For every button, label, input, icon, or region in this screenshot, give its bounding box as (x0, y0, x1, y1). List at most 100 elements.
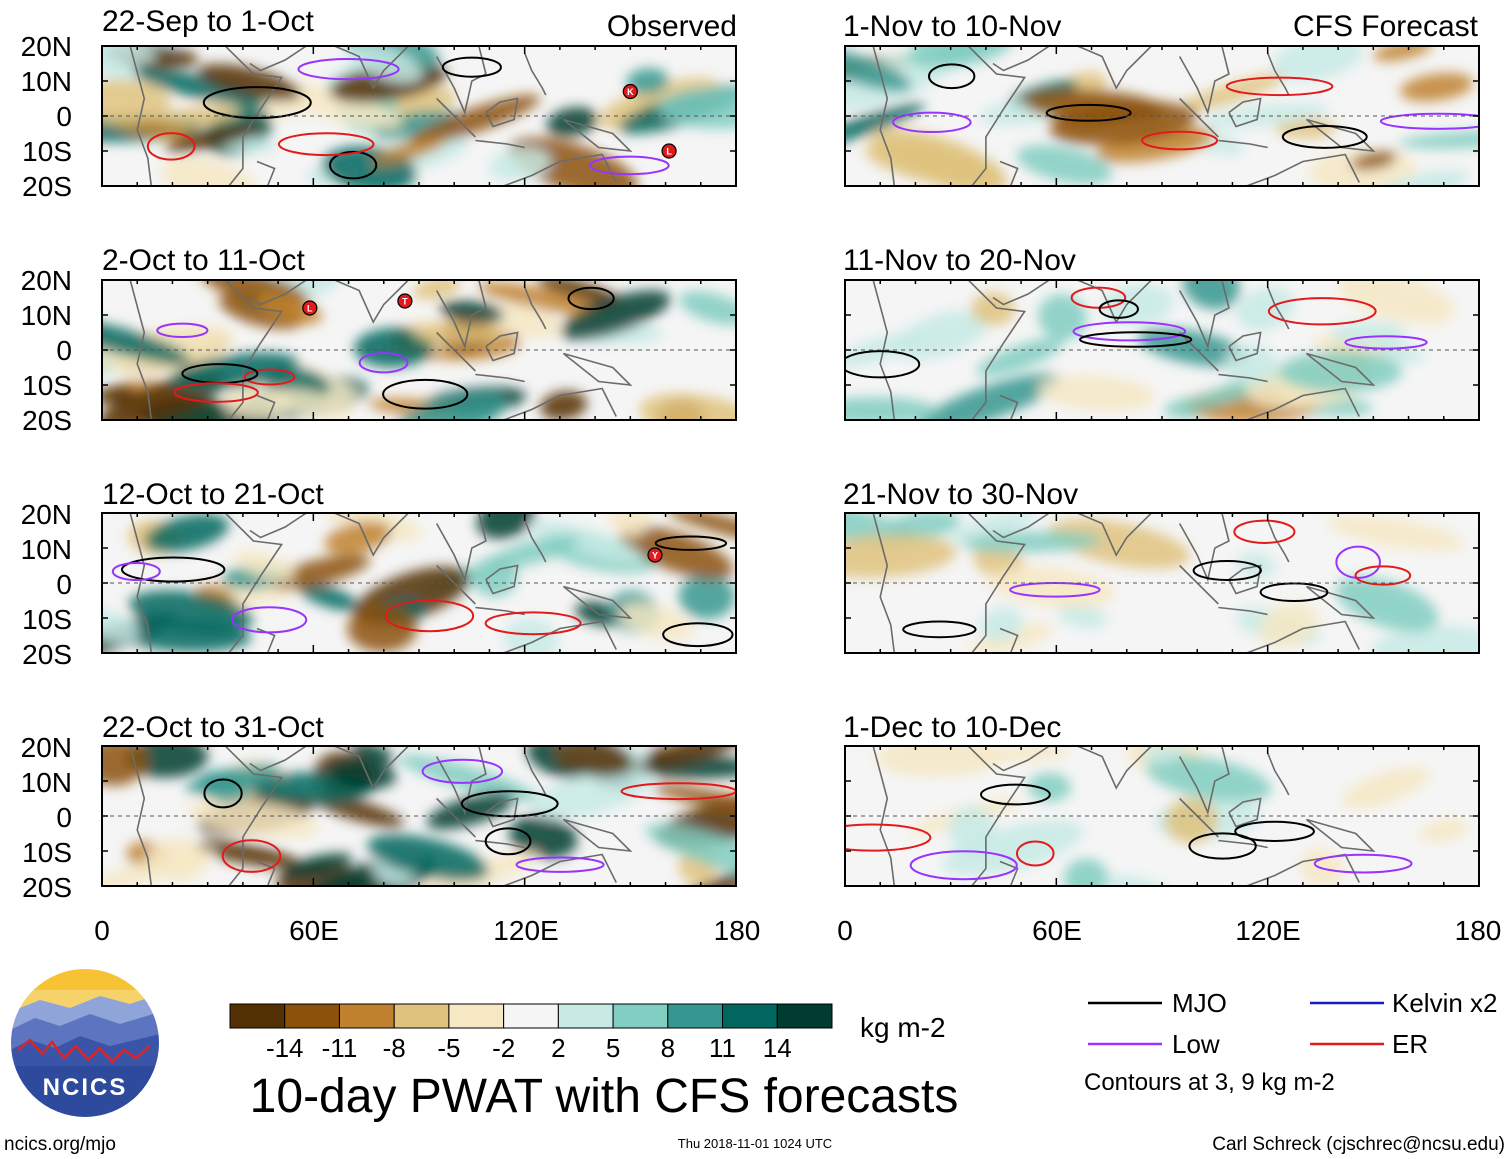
y-tick-label: 20N (21, 31, 72, 62)
tropical-cyclone-marker: K (622, 83, 638, 100)
x-tick-label: 0 (94, 915, 110, 946)
y-axis-labels: 20N 10N 0 10S 20S 20N 10N 0 10S 20S 20N … (21, 31, 72, 903)
tropical-cyclone-marker: Y (647, 547, 663, 563)
y-tick-label: 20N (21, 265, 72, 296)
colorbar-swatch (284, 1003, 340, 1029)
colorbar-swatch (503, 1003, 559, 1029)
legend-label-mjo: MJO (1172, 988, 1227, 1018)
colorbar-swatch (338, 1003, 395, 1029)
storm-label: T (402, 297, 408, 307)
storm-label: L (666, 147, 672, 157)
colorbar-swatch (448, 1003, 505, 1029)
panel-forecast-2 (844, 279, 1480, 421)
y-tick-label: 20S (22, 405, 72, 436)
panel-title-right-1: 1-Nov to 10-Nov (843, 10, 1061, 43)
panel-title-left-3: 12-Oct to 21-Oct (102, 478, 324, 511)
panel-title-right-4: 1-Dec to 10-Dec (843, 711, 1061, 744)
tropical-cyclone-marker: L (661, 143, 677, 159)
panel-observed-1: KL (101, 45, 737, 187)
pwat-field (102, 46, 736, 186)
colorbar-swatch (776, 1003, 833, 1029)
legend-label-kelvin: Kelvin x2 (1392, 988, 1498, 1018)
axis-ticks (844, 512, 1480, 654)
wave-contours (845, 783, 1413, 881)
panel-title-left-2: 2-Oct to 11-Oct (102, 244, 306, 277)
panel-forecast-4 (844, 745, 1480, 887)
wave-contours (146, 56, 670, 180)
y-tick-label: 10S (22, 370, 72, 401)
pwat-field (845, 46, 1479, 186)
y-tick-label: 0 (56, 802, 72, 833)
y-tick-label: 10S (22, 604, 72, 635)
y-tick-label: 20S (22, 872, 72, 903)
panel-observed-4 (101, 745, 737, 887)
y-tick-label: 20S (22, 171, 72, 202)
panel-title-right-2: 11-Nov to 20-Nov (843, 244, 1076, 277)
colorbar-swatch (229, 1003, 286, 1029)
wave-contours (111, 535, 734, 648)
colorbar-tick-label: 11 (709, 1033, 736, 1063)
pwat-field (102, 746, 736, 886)
column-label-forecast: CFS Forecast (1293, 10, 1479, 43)
contour-legend: MJO Kelvin x2 Low ER Contours at 3, 9 kg… (1084, 988, 1498, 1096)
coastlines (129, 513, 633, 653)
colorbar: -14 -11 -8 -5 -2 2 5 8 11 14 (229, 1003, 833, 1063)
y-tick-label: 10N (21, 767, 72, 798)
y-tick-label: 20N (21, 732, 72, 763)
legend-label-low: Low (1172, 1029, 1220, 1059)
y-tick-label: 10N (21, 300, 72, 331)
coastlines (872, 513, 1376, 653)
axis-ticks (101, 279, 737, 421)
pwat-field (845, 513, 1479, 653)
colorbar-tick-label: 8 (661, 1033, 675, 1063)
pwat-field (102, 513, 736, 653)
colorbar-swatch (393, 1003, 450, 1029)
coastlines (872, 746, 1376, 886)
footer-credit: Carl Schreck (cjschrec@ncsu.edu) (1212, 1134, 1505, 1155)
footer-url[interactable]: ncics.org/mjo (4, 1134, 116, 1155)
coastlines (129, 280, 633, 420)
colorbar-swatch (667, 1003, 724, 1029)
colorbar-tick-label: 14 (763, 1033, 792, 1063)
colorbar-tick-label: -14 (266, 1033, 304, 1063)
coastlines (872, 280, 1376, 420)
colorbar-swatch (557, 1003, 614, 1029)
y-tick-label: 10N (21, 66, 72, 97)
x-tick-label: 60E (1032, 915, 1082, 946)
colorbar-unit: kg m-2 (860, 1012, 946, 1043)
pwat-field (845, 280, 1455, 420)
colorbar-tick-label: 5 (606, 1033, 620, 1063)
x-tick-label: 60E (289, 915, 339, 946)
ncics-logo[interactable]: NCICS (9, 967, 161, 1126)
y-tick-label: 0 (56, 101, 72, 132)
footer-timestamp: Thu 2018-11-01 1024 UTC (678, 1136, 832, 1151)
y-tick-label: 0 (56, 335, 72, 366)
tropical-cyclone-marker: T (397, 293, 413, 309)
panel-observed-2: LT (101, 279, 737, 421)
panel-title-right-3: 21-Nov to 30-Nov (843, 478, 1078, 511)
axis-ticks (101, 745, 737, 887)
column-label-observed: Observed (607, 10, 737, 43)
storm-label: K (627, 87, 634, 97)
axis-ticks (844, 45, 1480, 187)
axis-ticks (101, 45, 737, 187)
wave-contours (892, 63, 1479, 151)
x-tick-label: 120E (493, 915, 558, 946)
x-tick-label: 180 (714, 915, 761, 946)
main-title: 10-day PWAT with CFS forecasts (250, 1070, 959, 1123)
panel-observed-3: Y (101, 512, 737, 654)
y-tick-label: 20N (21, 499, 72, 530)
y-tick-label: 20S (22, 639, 72, 670)
colorbar-tick-label: -11 (322, 1033, 358, 1063)
panel-title-left-4: 22-Oct to 31-Oct (102, 711, 324, 744)
storm-label: Y (652, 551, 658, 561)
y-tick-label: 10N (21, 534, 72, 565)
y-tick-label: 10S (22, 837, 72, 868)
y-tick-label: 10S (22, 136, 72, 167)
colorbar-swatch (612, 1003, 669, 1029)
tropical-cyclone-marker: L (302, 300, 318, 316)
x-tick-label: 0 (837, 915, 853, 946)
coastlines (129, 46, 633, 186)
logo-text: NCICS (43, 1074, 128, 1101)
